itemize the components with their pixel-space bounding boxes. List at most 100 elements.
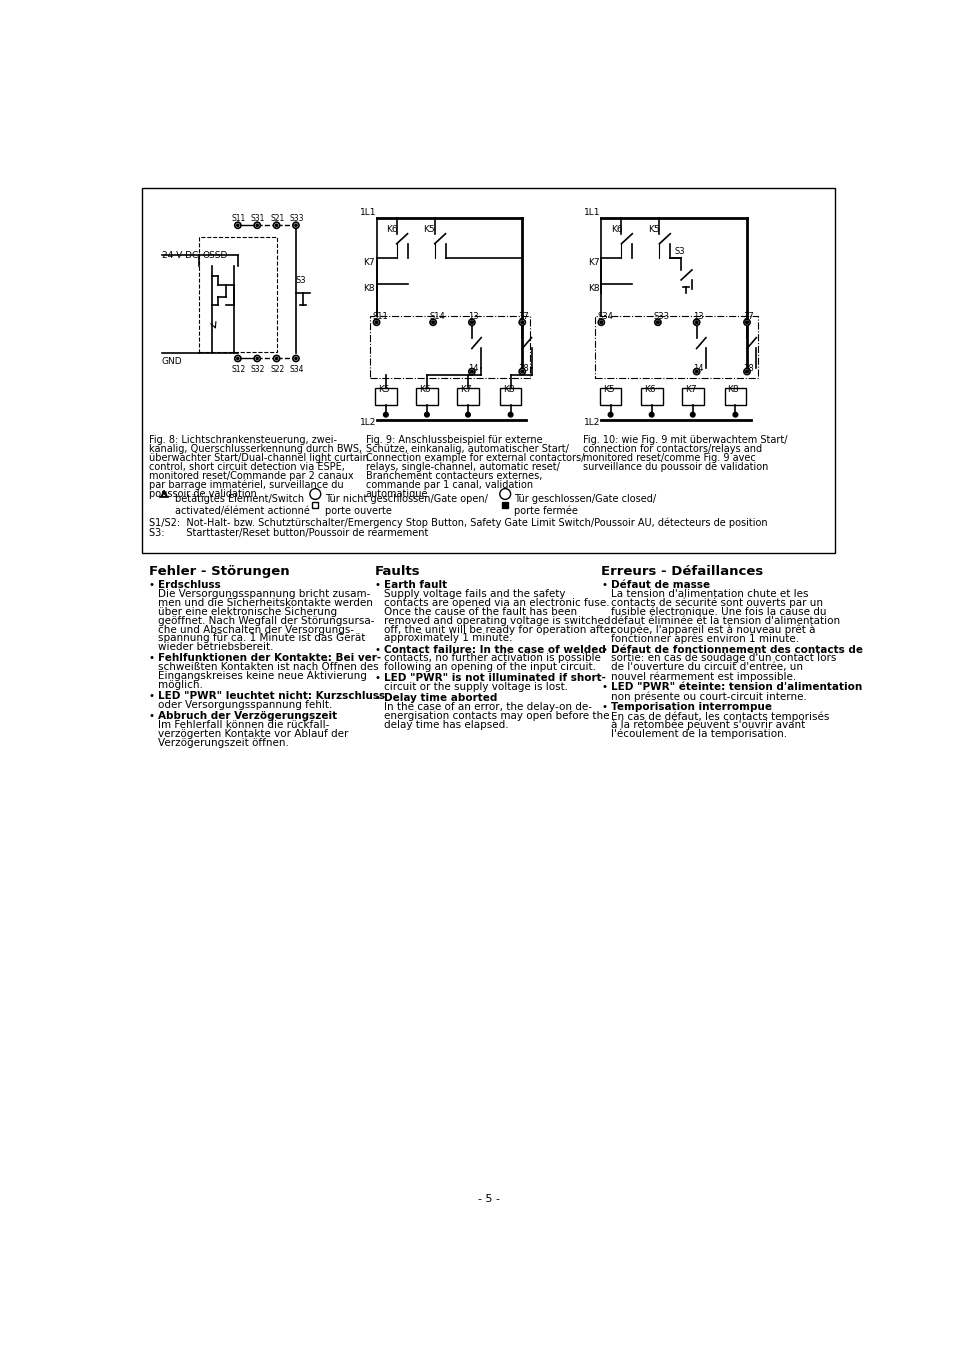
- Text: K7: K7: [684, 385, 696, 393]
- Text: Défaut de fonctionnement des contacts de: Défaut de fonctionnement des contacts de: [610, 644, 862, 654]
- Text: Erreurs - Défaillances: Erreurs - Défaillances: [600, 565, 762, 578]
- Text: nouvel réarmement est impossible.: nouvel réarmement est impossible.: [610, 671, 795, 682]
- Text: S1/S2:  Not-Halt- bzw. Schutztürschalter/Emergency Stop Button, Safety Gate Limi: S1/S2: Not-Halt- bzw. Schutztürschalter/…: [149, 517, 766, 528]
- Bar: [501, 501, 508, 508]
- Text: 24 V DC: 24 V DC: [162, 251, 198, 259]
- Bar: [723, 388, 745, 405]
- Bar: [375, 388, 396, 405]
- Text: Fig. 9: Anschlussbeispiel für externe: Fig. 9: Anschlussbeispiel für externe: [365, 435, 541, 446]
- Text: Tür geschlossen/Gate closed/
porte fermée: Tür geschlossen/Gate closed/ porte fermé…: [514, 494, 656, 516]
- Text: •: •: [375, 673, 380, 684]
- Circle shape: [424, 412, 429, 417]
- Text: Die Versorgungsspannung bricht zusam-: Die Versorgungsspannung bricht zusam-: [158, 589, 370, 598]
- Bar: [640, 388, 661, 405]
- Text: K5: K5: [647, 226, 659, 234]
- Text: LED "PWR" is not illuminated if short-: LED "PWR" is not illuminated if short-: [384, 673, 605, 684]
- Text: contacts are opened via an electronic fuse.: contacts are opened via an electronic fu…: [384, 598, 609, 608]
- Text: non présente ou court-circuit interne.: non présente ou court-circuit interne.: [610, 692, 805, 701]
- Text: S33: S33: [654, 312, 669, 322]
- Text: •: •: [375, 693, 380, 704]
- Text: K5: K5: [377, 385, 390, 393]
- Bar: [370, 316, 530, 378]
- Text: Delay time aborted: Delay time aborted: [384, 693, 497, 704]
- Text: poussoir de validation: poussoir de validation: [149, 489, 256, 499]
- Text: Défaut de masse: Défaut de masse: [610, 580, 709, 590]
- Text: kanalig, Querschlusserkennung durch BWS,: kanalig, Querschlusserkennung durch BWS,: [149, 444, 361, 454]
- Text: S3: S3: [295, 276, 306, 285]
- Circle shape: [649, 412, 654, 417]
- Text: S22: S22: [270, 365, 284, 374]
- Text: K6: K6: [386, 226, 397, 234]
- Circle shape: [255, 224, 258, 227]
- Circle shape: [275, 357, 277, 359]
- Text: circuit or the supply voltage is lost.: circuit or the supply voltage is lost.: [384, 682, 568, 692]
- Text: Contact failure: In the case of welded: Contact failure: In the case of welded: [384, 644, 605, 654]
- Text: Fehler - Störungen: Fehler - Störungen: [149, 565, 289, 578]
- Text: S34: S34: [597, 312, 613, 322]
- Text: S12: S12: [232, 365, 246, 374]
- Text: Faults: Faults: [375, 565, 420, 578]
- Text: wieder betriebsbereit.: wieder betriebsbereit.: [158, 642, 274, 653]
- Text: 14: 14: [468, 363, 478, 373]
- Text: S31: S31: [251, 215, 265, 223]
- Text: S34: S34: [290, 365, 304, 374]
- Circle shape: [518, 369, 525, 374]
- Text: Fig. 10: wie Fig. 9 mit überwachtem Start/: Fig. 10: wie Fig. 9 mit überwachtem Star…: [582, 435, 786, 446]
- Text: LED "PWR" leuchtet nicht: Kurzschluss: LED "PWR" leuchtet nicht: Kurzschluss: [158, 692, 385, 701]
- Text: fonctionner après environ 1 minute.: fonctionner après environ 1 minute.: [610, 634, 798, 644]
- Text: •: •: [375, 580, 380, 590]
- Bar: [599, 388, 620, 405]
- Text: •: •: [149, 692, 154, 701]
- Circle shape: [520, 370, 523, 373]
- Text: S14: S14: [429, 312, 444, 322]
- Circle shape: [234, 355, 241, 362]
- Circle shape: [236, 357, 239, 359]
- Bar: [681, 388, 703, 405]
- Text: Schütze, einkanalig, automatischer Start/: Schütze, einkanalig, automatischer Start…: [365, 444, 568, 454]
- Circle shape: [310, 489, 320, 500]
- Circle shape: [274, 222, 279, 228]
- Text: par barrage immatériel, surveillance du: par barrage immatériel, surveillance du: [149, 480, 343, 490]
- Text: K7: K7: [587, 258, 599, 267]
- Circle shape: [743, 319, 749, 326]
- Circle shape: [293, 222, 298, 228]
- Text: relays, single-channel, automatic reset/: relays, single-channel, automatic reset/: [365, 462, 559, 471]
- Text: •: •: [149, 654, 154, 663]
- Circle shape: [234, 222, 241, 228]
- Text: de l'ouverture du circuit d'entrée, un: de l'ouverture du circuit d'entrée, un: [610, 662, 801, 673]
- Text: Tür nicht geschlossen/Gate open/
porte ouverte: Tür nicht geschlossen/Gate open/ porte o…: [324, 494, 487, 516]
- Circle shape: [253, 355, 260, 362]
- Circle shape: [732, 412, 737, 417]
- Text: •: •: [149, 580, 154, 590]
- Text: 37: 37: [742, 312, 753, 322]
- Text: 1L1: 1L1: [359, 208, 375, 218]
- Bar: [416, 388, 437, 405]
- Circle shape: [236, 224, 239, 227]
- Text: K6: K6: [611, 226, 622, 234]
- Text: 38: 38: [517, 363, 529, 373]
- Text: Connection example for external contactors/: Connection example for external contacto…: [365, 453, 583, 463]
- Circle shape: [693, 369, 699, 374]
- Text: LED "PWR" éteinte: tension d'alimentation: LED "PWR" éteinte: tension d'alimentatio…: [610, 682, 861, 692]
- Circle shape: [468, 319, 475, 326]
- Text: automatique: automatique: [365, 489, 428, 499]
- Text: following an opening of the input circuit.: following an opening of the input circui…: [384, 662, 596, 673]
- Text: K7: K7: [459, 385, 472, 393]
- Text: •: •: [600, 580, 607, 590]
- Text: Fig. 8: Lichtschrankensteuerung, zwei-: Fig. 8: Lichtschrankensteuerung, zwei-: [149, 435, 336, 446]
- Text: Fehlfunktionen der Kontakte: Bei ver-: Fehlfunktionen der Kontakte: Bei ver-: [158, 654, 381, 663]
- Text: - 5 -: - 5 -: [477, 1194, 499, 1204]
- Text: S3: S3: [674, 247, 684, 255]
- Text: 1L2: 1L2: [359, 417, 375, 427]
- Text: Earth fault: Earth fault: [384, 580, 447, 590]
- Text: En cas de défaut, les contacts temporisés: En cas de défaut, les contacts temporisé…: [610, 711, 828, 721]
- Text: schweißten Kontakten ist nach Öffnen des: schweißten Kontakten ist nach Öffnen des: [158, 662, 378, 673]
- Circle shape: [294, 357, 296, 359]
- Circle shape: [468, 369, 475, 374]
- Circle shape: [654, 319, 660, 326]
- Circle shape: [275, 224, 277, 227]
- Text: S3:       Starttaster/Reset button/Poussoir de réarmement: S3: Starttaster/Reset button/Poussoir de…: [149, 528, 428, 538]
- Text: K5: K5: [422, 226, 435, 234]
- Circle shape: [383, 412, 388, 417]
- Text: K5: K5: [602, 385, 614, 393]
